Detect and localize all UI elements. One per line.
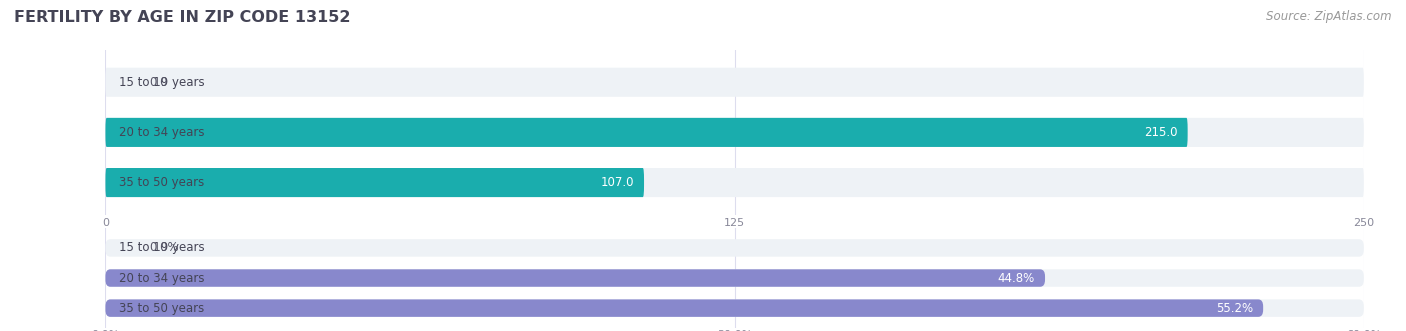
FancyBboxPatch shape <box>105 269 1045 287</box>
Text: 35 to 50 years: 35 to 50 years <box>120 176 204 189</box>
FancyBboxPatch shape <box>105 118 1364 147</box>
Text: 55.2%: 55.2% <box>1216 302 1253 315</box>
Text: Source: ZipAtlas.com: Source: ZipAtlas.com <box>1267 10 1392 23</box>
Text: 15 to 19 years: 15 to 19 years <box>120 76 205 89</box>
FancyBboxPatch shape <box>105 239 1364 257</box>
Text: 15 to 19 years: 15 to 19 years <box>120 241 205 255</box>
FancyBboxPatch shape <box>105 300 1263 317</box>
Text: 107.0: 107.0 <box>600 176 634 189</box>
Text: 0.0%: 0.0% <box>149 241 179 255</box>
FancyBboxPatch shape <box>105 300 1364 317</box>
FancyBboxPatch shape <box>105 68 1364 97</box>
Text: 20 to 34 years: 20 to 34 years <box>120 126 205 139</box>
Text: 20 to 34 years: 20 to 34 years <box>120 271 205 285</box>
FancyBboxPatch shape <box>105 118 1188 147</box>
FancyBboxPatch shape <box>105 168 644 197</box>
FancyBboxPatch shape <box>105 168 1364 197</box>
FancyBboxPatch shape <box>105 269 1364 287</box>
Text: 35 to 50 years: 35 to 50 years <box>120 302 204 315</box>
Text: 215.0: 215.0 <box>1144 126 1178 139</box>
Text: FERTILITY BY AGE IN ZIP CODE 13152: FERTILITY BY AGE IN ZIP CODE 13152 <box>14 10 350 25</box>
Text: 44.8%: 44.8% <box>998 271 1035 285</box>
Text: 0.0: 0.0 <box>149 76 167 89</box>
